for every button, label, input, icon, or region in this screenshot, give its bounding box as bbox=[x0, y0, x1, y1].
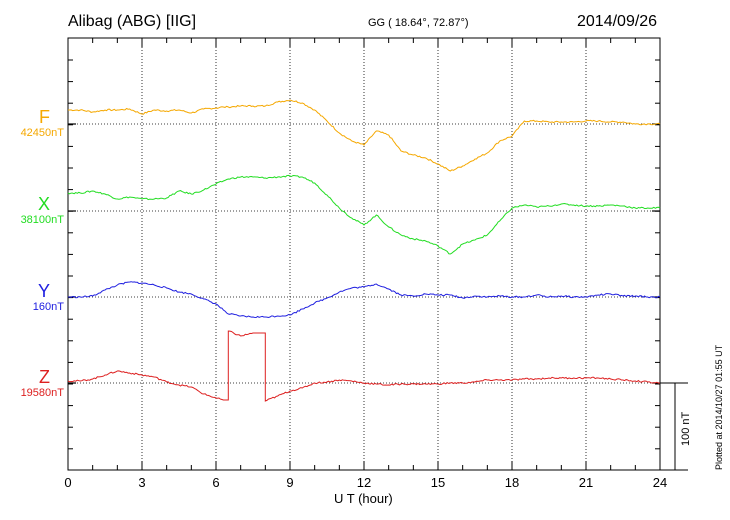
series-line-z bbox=[67, 330, 661, 402]
plotted-timestamp: Plotted at 2014/10/27 01:55 UT bbox=[714, 344, 724, 470]
channel-y-baseline: 160nT bbox=[32, 301, 64, 313]
x-axis-label: U T (hour) bbox=[334, 491, 393, 506]
channel-z-letter: Z bbox=[39, 367, 50, 387]
x-tick-label-0: 0 bbox=[64, 475, 71, 490]
channel-x-baseline: 38100nT bbox=[20, 214, 64, 226]
channel-f-letter: F bbox=[39, 107, 50, 127]
scale-bar-label: 100 nT bbox=[680, 411, 692, 446]
channel-z-baseline: 19580nT bbox=[20, 387, 64, 399]
x-tick-label-15: 15 bbox=[431, 475, 445, 490]
channel-label-z: Z 19580nT bbox=[0, 367, 64, 400]
channel-y-letter: Y bbox=[37, 281, 50, 301]
series-line-y bbox=[68, 281, 661, 319]
channel-label-x: X 38100nT bbox=[0, 194, 64, 227]
station-coordinates: GG ( 18.64°, 72.87°) bbox=[368, 17, 469, 29]
channel-x-letter: X bbox=[37, 194, 50, 214]
series-line-x bbox=[67, 174, 661, 255]
channel-f-baseline: 42450nT bbox=[20, 127, 64, 139]
channel-label-y: Y 160nT bbox=[0, 281, 64, 314]
x-tick-label-18: 18 bbox=[505, 475, 519, 490]
channel-label-f: F 42450nT bbox=[0, 107, 64, 140]
x-tick-label-12: 12 bbox=[357, 475, 371, 490]
x-tick-label-21: 21 bbox=[579, 475, 593, 490]
x-tick-label-24: 24 bbox=[653, 475, 667, 490]
x-tick-label-9: 9 bbox=[286, 475, 293, 490]
x-tick-label-3: 3 bbox=[138, 475, 145, 490]
x-tick-label-6: 6 bbox=[212, 475, 219, 490]
chart-title: Alibag (ABG) [IIG] bbox=[68, 13, 197, 30]
chart-date: 2014/09/26 bbox=[577, 13, 658, 30]
series-line-f bbox=[68, 99, 661, 172]
